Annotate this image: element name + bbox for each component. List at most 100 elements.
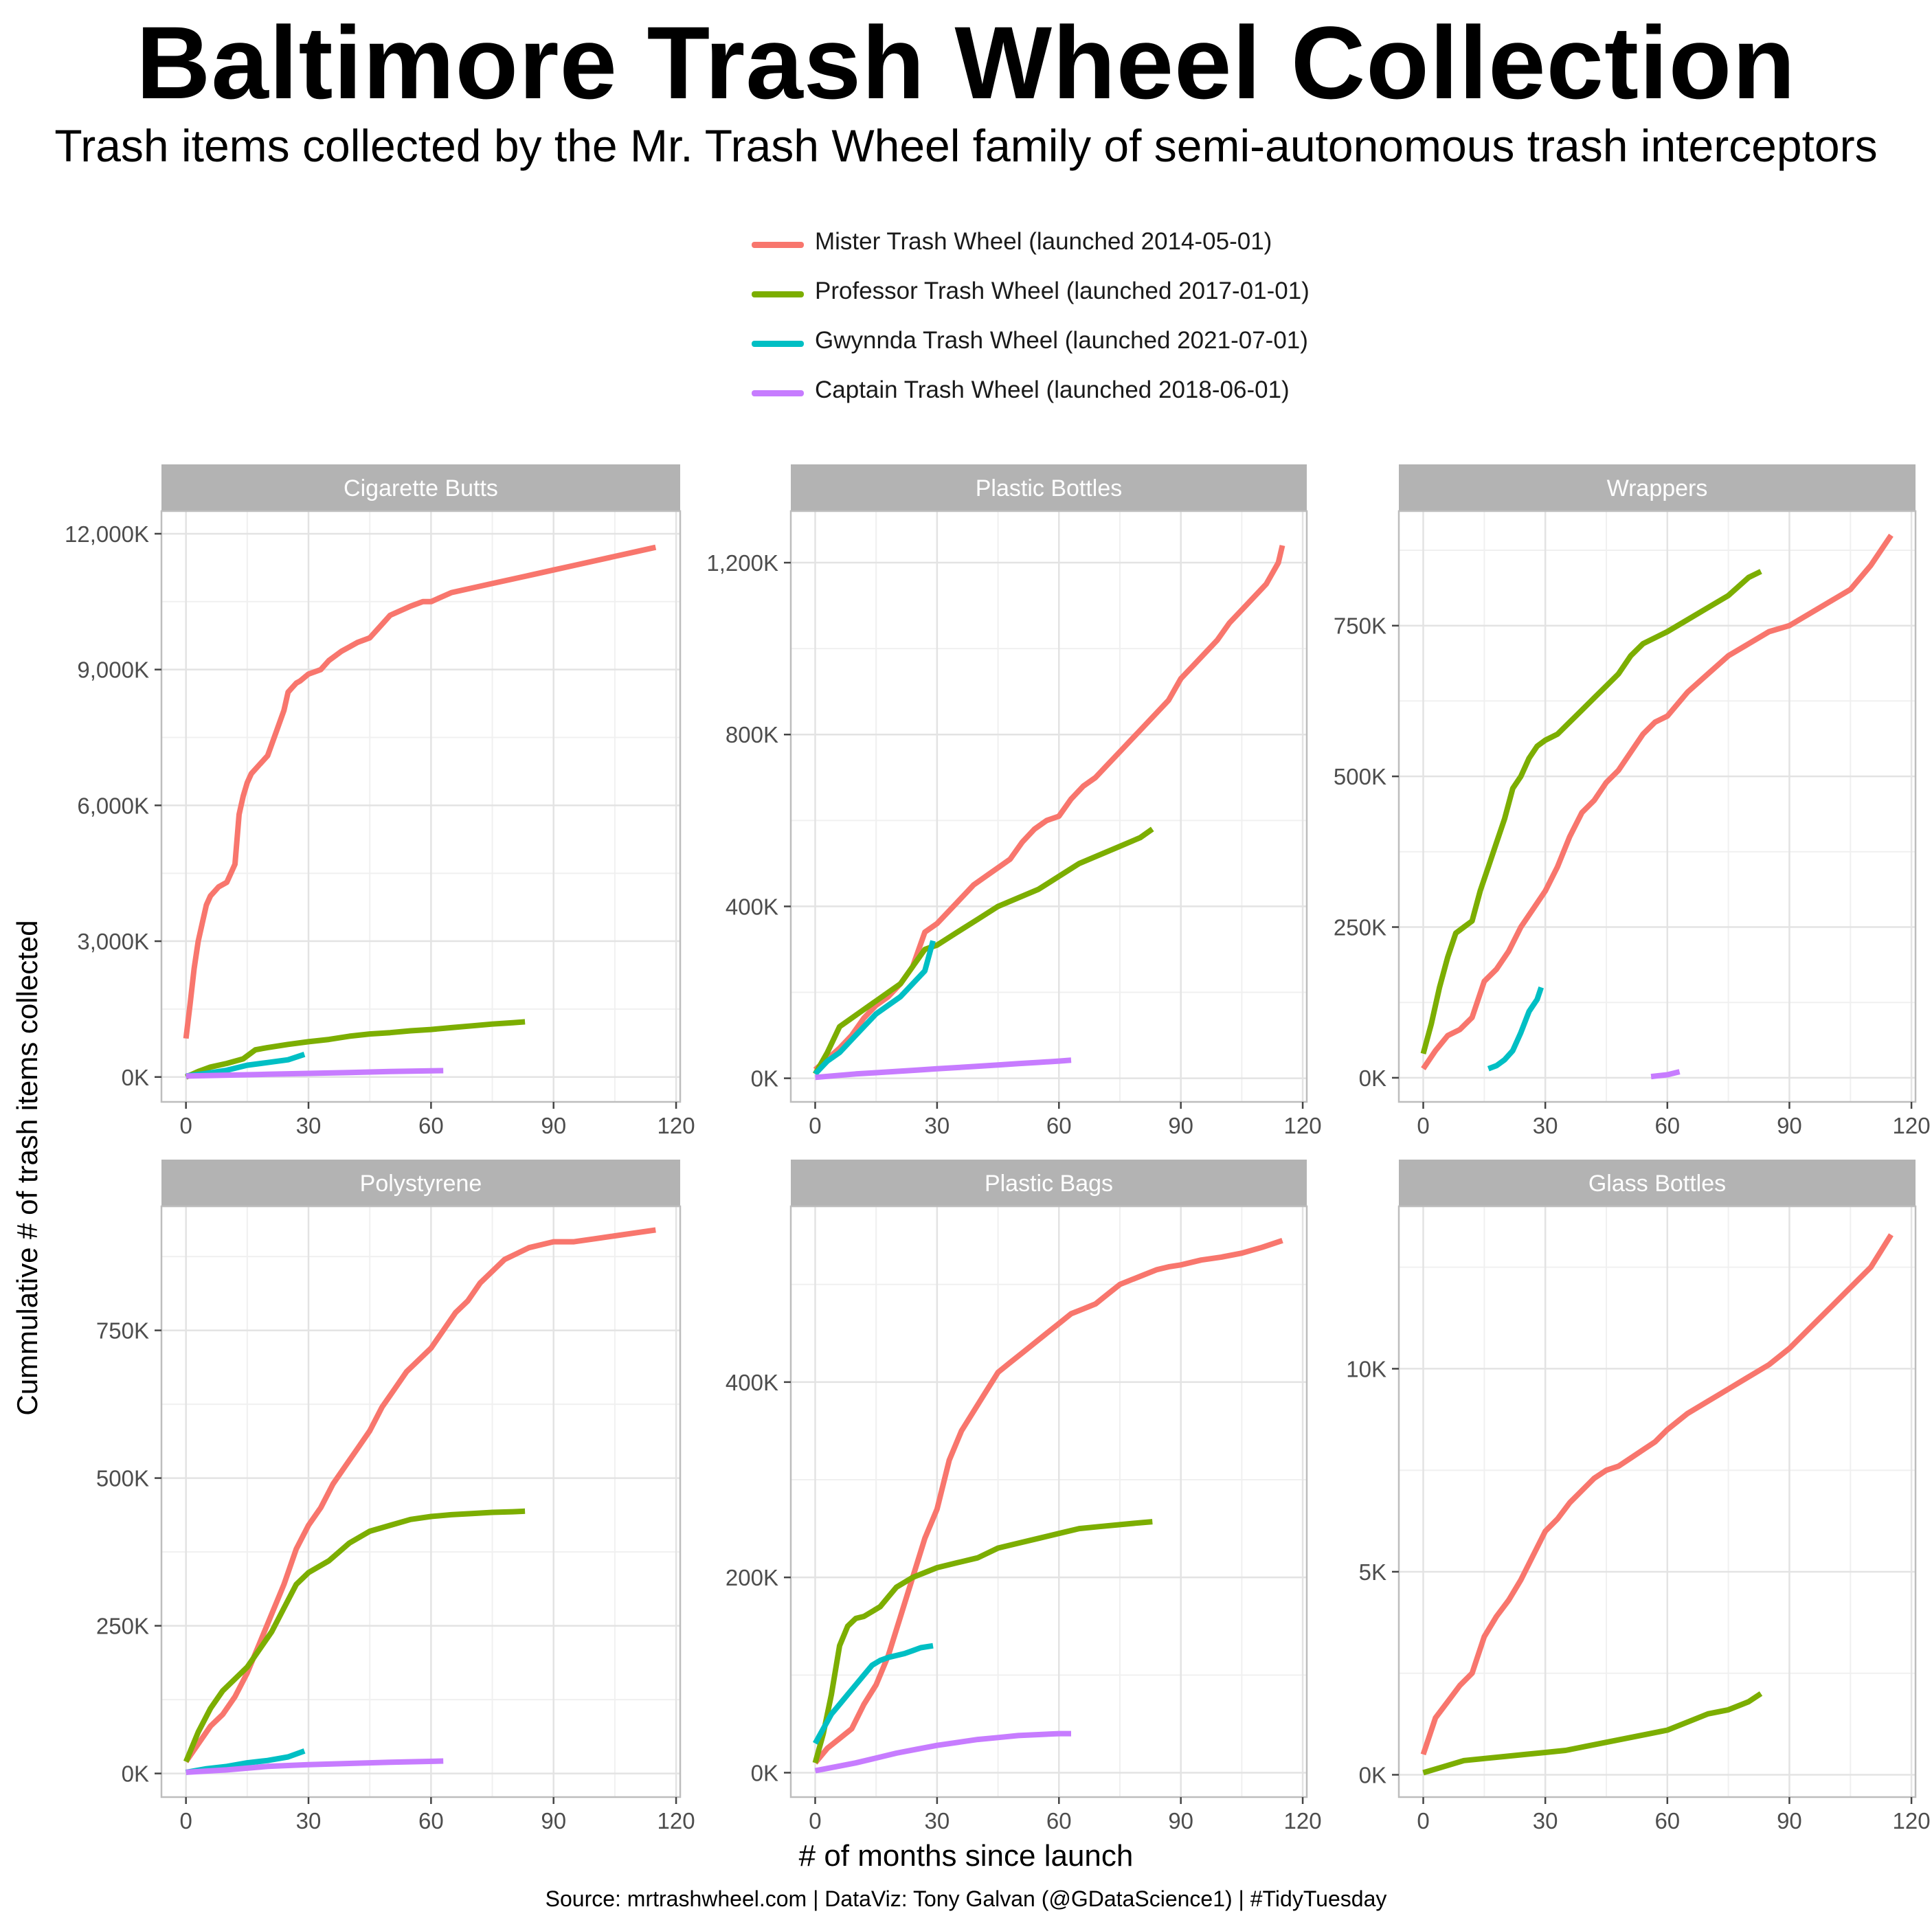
page-subtitle: Trash items collected by the Mr. Trash W…	[54, 120, 1878, 171]
x-tick-label: 30	[925, 1808, 950, 1834]
y-tick-label: 200K	[726, 1565, 778, 1590]
y-tick-label: 400K	[726, 1370, 778, 1395]
facet-strip-wrappers	[1399, 464, 1916, 511]
panel-border-plastic-bags	[789, 1205, 1308, 1798]
y-tick-label: 250K	[1334, 915, 1386, 940]
facet-title-glass-bottles: Glass Bottles	[1588, 1171, 1726, 1197]
legend-key-captain	[752, 390, 804, 396]
x-tick-label: 120	[1284, 1113, 1322, 1138]
page-title: Baltimore Trash Wheel Collection	[136, 5, 1796, 120]
series-line-professor-trash-wheel	[812, 1519, 1153, 1764]
x-tick-label: 0	[179, 1113, 192, 1138]
facet-strip-plastic-bags	[791, 1160, 1307, 1206]
x-tick-label: 60	[1046, 1113, 1072, 1138]
y-tick-label: 0K	[1359, 1065, 1386, 1091]
legend-label-professor: Professor Trash Wheel (launched 2017-01-…	[815, 278, 1310, 304]
x-tick-label: 60	[1654, 1113, 1680, 1138]
x-tick-label: 120	[658, 1113, 695, 1138]
legend-item-captain: Captain Trash Wheel (launched 2018-06-01…	[750, 367, 1506, 416]
y-tick-label: 500K	[96, 1466, 149, 1491]
plot-background-glass-bottles	[1399, 1206, 1916, 1797]
legend-item-professor: Professor Trash Wheel (launched 2017-01-…	[750, 268, 1506, 317]
legend-label-gwynnda: Gwynnda Trash Wheel (launched 2021-07-01…	[815, 327, 1308, 354]
x-tick-label: 90	[1168, 1113, 1193, 1138]
x-tick-label: 0	[1417, 1113, 1429, 1138]
facet-strip-cigarette-butts	[161, 464, 680, 511]
series-line-captain-trash-wheel	[814, 1730, 1071, 1774]
series-line-gwynnda-trash-wheel	[813, 940, 936, 1076]
facet-title-plastic-bottles: Plastic Bottles	[976, 475, 1123, 501]
legend-key-professor	[752, 291, 804, 297]
x-tick-label: 60	[418, 1808, 444, 1834]
panel-border-plastic-bottles	[789, 510, 1308, 1103]
x-tick-label: 60	[1046, 1808, 1072, 1834]
x-tick-label: 30	[296, 1808, 322, 1834]
y-tick-label: 750K	[1334, 613, 1386, 639]
y-axis-title: Cummulative # of trash items collected	[11, 920, 43, 1416]
y-tick-label: 5K	[1359, 1559, 1386, 1585]
y-tick-label: 400K	[726, 894, 778, 919]
series-line-professor-trash-wheel	[1422, 1691, 1763, 1776]
y-tick-label: 500K	[1334, 764, 1386, 789]
legend-key-mister	[752, 242, 804, 248]
y-tick-label: 6,000K	[77, 793, 149, 818]
legend-item-gwynnda: Gwynnda Trash Wheel (launched 2021-07-01…	[750, 317, 1506, 367]
x-tick-label: 120	[1893, 1808, 1931, 1834]
y-tick-label: 0K	[751, 1066, 778, 1092]
panel-plastic-bags: Plastic Bags 0 30 60 90 120 0K 200K 400K	[726, 1160, 1322, 1834]
x-tick-label: 30	[1533, 1808, 1558, 1834]
x-tick-label: 30	[1533, 1113, 1558, 1138]
x-tick-label: 90	[541, 1113, 566, 1138]
x-tick-label: 120	[1893, 1113, 1931, 1138]
series-line-mister-trash-wheel	[1420, 1233, 1894, 1756]
facet-title-cigarette-butts: Cigarette Butts	[344, 475, 498, 501]
y-tick-label: 1,200K	[706, 550, 778, 576]
y-tick-label: 0K	[1359, 1762, 1386, 1787]
facet-strip-polystyrene	[161, 1160, 680, 1206]
panel-cigarette-butts: Cigarette Butts 0 30 60 90 120 0K 3,000K 6,000K 9…	[65, 464, 695, 1138]
facet-title-plastic-bags: Plastic Bags	[985, 1171, 1113, 1197]
x-tick-label: 90	[1777, 1113, 1802, 1138]
panel-border-cigarette-butts	[160, 510, 682, 1103]
series-line-mister-trash-wheel	[183, 544, 657, 1039]
panel-border-polystyrene	[160, 1205, 682, 1798]
facet-title-polystyrene: Polystyrene	[360, 1171, 482, 1197]
series-line-captain-trash-wheel	[815, 1057, 1072, 1081]
series-line-professor-trash-wheel	[183, 1508, 526, 1763]
y-tick-label: 800K	[726, 722, 778, 747]
panel-glass-bottles: Glass Bottles 0 30 60 90 120 0K 5K 10K	[1346, 1160, 1931, 1834]
y-tick-label: 12,000K	[65, 521, 149, 547]
panel-plastic-bottles: Plastic Bottles 0 30 60 90 120 0K 400K 800K 1,200…	[706, 464, 1322, 1138]
series-line-captain-trash-wheel	[1650, 1069, 1681, 1080]
series-line-captain-trash-wheel	[186, 1758, 444, 1775]
y-tick-label: 250K	[96, 1614, 149, 1639]
caption: Source: mrtrashwheel.com | DataViz: Tony…	[545, 1886, 1387, 1911]
facet-strip-glass-bottles	[1399, 1160, 1916, 1206]
y-tick-label: 0K	[122, 1761, 149, 1787]
y-tick-label: 0K	[751, 1760, 778, 1785]
x-tick-label: 90	[1168, 1808, 1193, 1834]
series-line-gwynnda-trash-wheel	[813, 1643, 934, 1745]
y-tick-label: 9,000K	[77, 657, 149, 683]
facet-title-wrappers: Wrappers	[1607, 475, 1708, 501]
x-tick-label: 0	[809, 1113, 821, 1138]
x-axis-title: # of months since launch	[798, 1839, 1134, 1873]
x-tick-label: 120	[1284, 1808, 1322, 1834]
x-tick-label: 90	[541, 1808, 566, 1834]
legend-item-mister: Mister Trash Wheel (launched 2014-05-01)	[750, 218, 1506, 268]
y-tick-label: 3,000K	[77, 929, 149, 954]
x-tick-label: 60	[1654, 1808, 1680, 1834]
legend-label-mister: Mister Trash Wheel (launched 2014-05-01)	[815, 228, 1272, 255]
legend-label-captain: Captain Trash Wheel (launched 2018-06-01…	[815, 376, 1290, 403]
series-line-professor-trash-wheel	[813, 826, 1154, 1076]
panel-border-glass-bottles	[1397, 1205, 1917, 1798]
series-line-professor-trash-wheel	[1420, 569, 1762, 1054]
x-tick-label: 0	[809, 1808, 821, 1834]
legend-key-gwynnda	[752, 341, 804, 347]
y-tick-label: 750K	[96, 1318, 149, 1344]
x-tick-label: 90	[1777, 1808, 1802, 1834]
legend: Mister Trash Wheel (launched 2014-05-01)…	[750, 218, 1506, 416]
y-tick-label: 0K	[122, 1065, 149, 1090]
series-line-mister-trash-wheel	[1421, 533, 1894, 1070]
